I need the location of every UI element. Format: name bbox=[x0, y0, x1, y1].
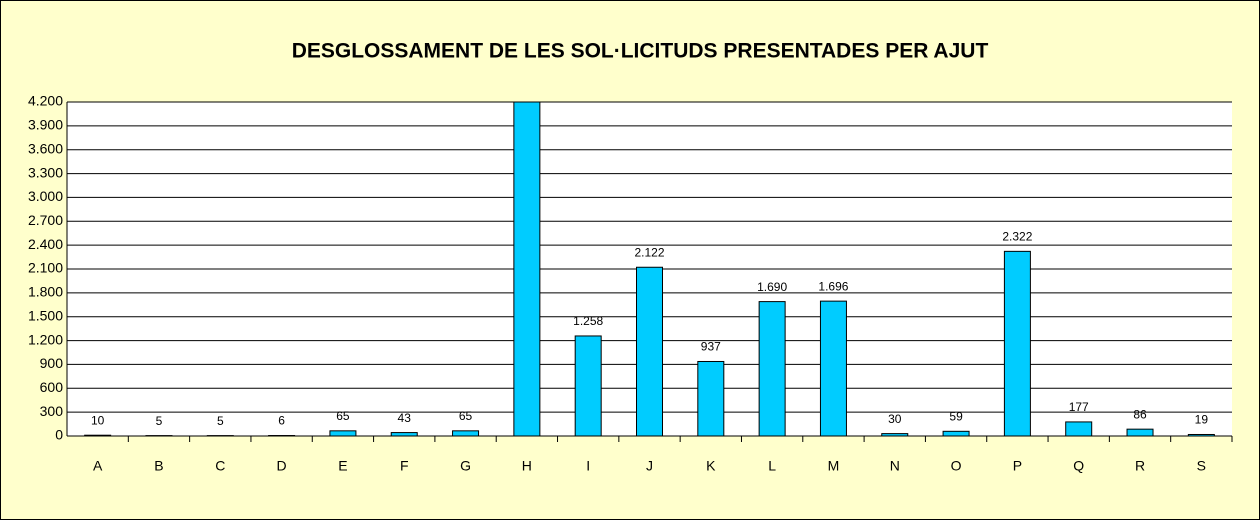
x-tick-label: M bbox=[828, 458, 840, 474]
value-label: 10 bbox=[91, 413, 105, 427]
bar bbox=[391, 433, 417, 436]
x-tick-label: J bbox=[646, 458, 653, 474]
x-tick-label: B bbox=[154, 458, 163, 474]
bar bbox=[1004, 251, 1030, 436]
value-label: 1.258 bbox=[573, 314, 603, 328]
x-tick-label: R bbox=[1135, 458, 1145, 474]
y-tick-label: 4.200 bbox=[28, 93, 63, 109]
value-label: 1.690 bbox=[757, 280, 787, 294]
x-tick-label: D bbox=[277, 458, 287, 474]
value-label: 86 bbox=[1133, 407, 1147, 421]
value-label: 65 bbox=[459, 409, 473, 423]
y-tick-label: 2.400 bbox=[28, 236, 63, 252]
y-tick-label: 1.200 bbox=[28, 331, 63, 347]
y-tick-label: 3.600 bbox=[28, 140, 63, 156]
value-label: 19 bbox=[1195, 413, 1209, 427]
x-tick-label: E bbox=[338, 458, 347, 474]
y-tick-label: 1.500 bbox=[28, 307, 63, 323]
value-label: 5 bbox=[217, 414, 224, 428]
y-tick-label: 0 bbox=[55, 427, 63, 443]
y-tick-label: 900 bbox=[40, 355, 64, 371]
y-tick-label: 3.300 bbox=[28, 164, 63, 180]
value-label: 65 bbox=[336, 409, 350, 423]
bar bbox=[514, 102, 540, 436]
x-tick-label: P bbox=[1013, 458, 1022, 474]
bar bbox=[759, 302, 785, 436]
value-label: 30 bbox=[888, 412, 902, 426]
value-label: 5 bbox=[156, 414, 163, 428]
value-label: 1.696 bbox=[818, 279, 848, 293]
value-label: 43 bbox=[398, 411, 412, 425]
y-tick-label: 1.800 bbox=[28, 284, 63, 300]
x-tick-label: C bbox=[215, 458, 225, 474]
value-label: 177 bbox=[1069, 400, 1089, 414]
x-tick-label: S bbox=[1197, 458, 1206, 474]
x-tick-label: F bbox=[400, 458, 409, 474]
value-label: 937 bbox=[701, 340, 721, 354]
bar bbox=[698, 361, 724, 436]
x-tick-label: Q bbox=[1073, 458, 1084, 474]
y-tick-label: 3.000 bbox=[28, 188, 63, 204]
value-label: 2.322 bbox=[1002, 230, 1032, 244]
value-label: 59 bbox=[949, 409, 963, 423]
chart-title: DESGLOSSAMENT DE LES SOL·LICITUDS PRESEN… bbox=[292, 40, 989, 63]
x-tick-label: I bbox=[586, 458, 590, 474]
bar bbox=[820, 301, 846, 436]
y-tick-label: 2.100 bbox=[28, 260, 63, 276]
x-tick-label: G bbox=[460, 458, 471, 474]
bar bbox=[575, 336, 601, 436]
y-tick-label: 300 bbox=[40, 403, 64, 419]
y-tick-label: 600 bbox=[40, 379, 64, 395]
bar bbox=[943, 431, 969, 436]
x-tick-label: L bbox=[768, 458, 776, 474]
x-tick-label: O bbox=[951, 458, 962, 474]
bar bbox=[637, 267, 663, 436]
bar bbox=[1127, 429, 1153, 436]
bar bbox=[453, 431, 479, 436]
bar bbox=[330, 431, 356, 436]
y-tick-label: 2.700 bbox=[28, 212, 63, 228]
x-tick-label: A bbox=[93, 458, 103, 474]
bar bbox=[1066, 422, 1092, 436]
y-tick-label: 3.900 bbox=[28, 117, 63, 133]
value-label: 2.122 bbox=[634, 245, 664, 259]
x-tick-label: H bbox=[522, 458, 532, 474]
x-tick-label: N bbox=[890, 458, 900, 474]
value-label: 6 bbox=[278, 414, 285, 428]
x-tick-label: K bbox=[706, 458, 716, 474]
